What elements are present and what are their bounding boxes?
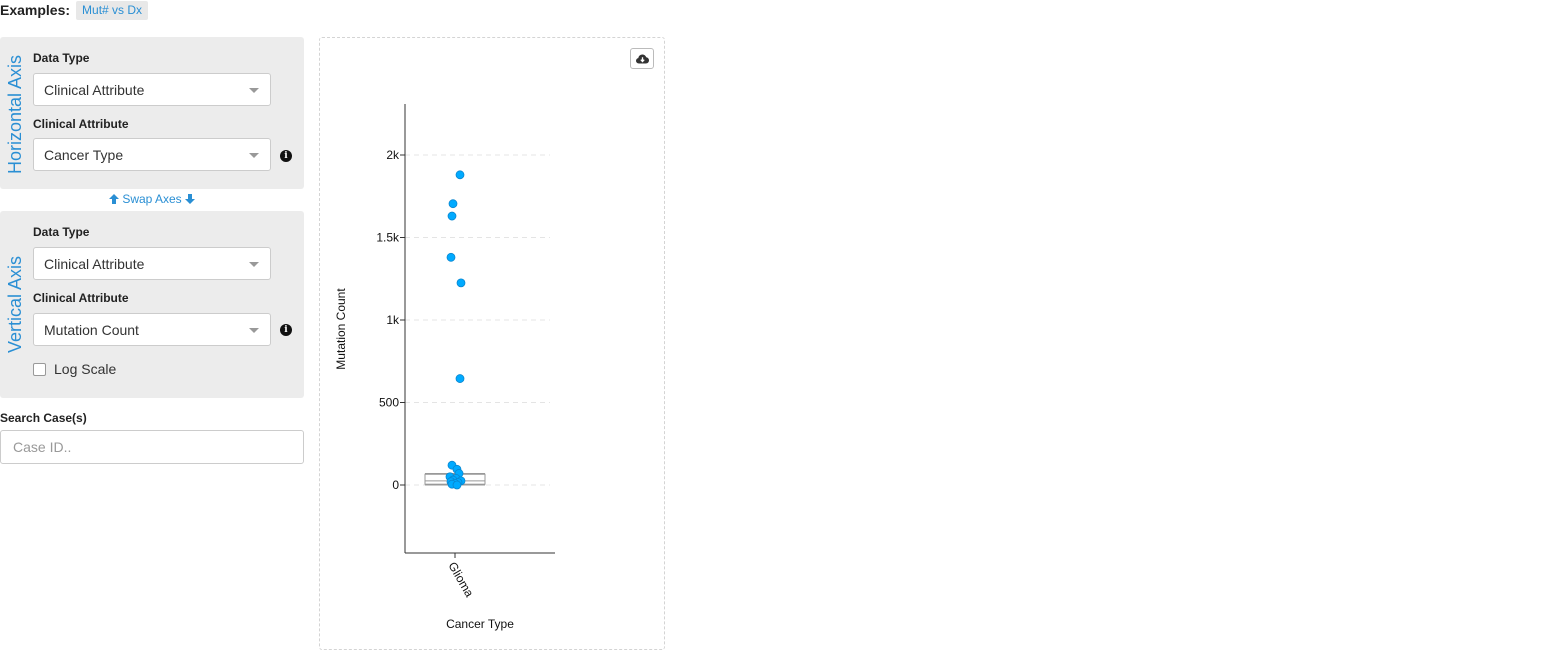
data-point — [455, 374, 465, 383]
data-point — [448, 199, 458, 209]
y-tick-label: 1.5k — [376, 231, 400, 245]
swap-axes-label: Swap Axes — [122, 192, 182, 206]
plot-panel: 0 500 1k 1.5k 2k Glioma Cancer Type Mutation Co… — [319, 37, 665, 650]
horizontal-attribute-value: Cancer Type — [44, 147, 124, 163]
scatter-chart: 0 500 1k 1.5k 2k Glioma Cancer Type Mutation Co… — [334, 104, 555, 631]
chevron-down-icon — [249, 153, 259, 158]
vertical-attribute-select[interactable]: Mutation Count — [33, 313, 271, 346]
examples-label: Examples: — [0, 2, 71, 18]
vertical-data-type-select[interactable]: Clinical Attribute — [33, 247, 271, 280]
example-tag-mut-vs-dx[interactable]: Mut# vs Dx — [76, 0, 149, 20]
data-point — [452, 480, 462, 490]
vertical-attribute-value: Mutation Count — [44, 322, 139, 338]
data-point — [456, 278, 466, 288]
x-axis-label: Cancer Type — [446, 617, 514, 631]
chevron-down-icon — [249, 328, 259, 333]
horizontal-axis-title: Horizontal Axis — [5, 54, 25, 174]
search-cases-label: Search Case(s) — [0, 411, 87, 425]
horizontal-axis-panel: Horizontal Axis Data Type Clinical Attri… — [0, 37, 304, 189]
vertical-axis-panel: Vertical Axis Data Type Clinical Attribu… — [0, 211, 304, 398]
vertical-attribute-label: Clinical Attribute — [33, 291, 129, 305]
data-point — [455, 170, 465, 180]
examples-row: Examples: Mut# vs Dx — [0, 0, 149, 20]
swap-axes-button[interactable]: Swap Axes — [0, 192, 304, 206]
horizontal-data-type-label: Data Type — [33, 51, 90, 65]
vertical-data-type-value: Clinical Attribute — [44, 256, 145, 272]
log-scale-row: Log Scale — [33, 361, 116, 377]
info-icon[interactable]: i — [280, 324, 292, 336]
y-tick-label: 500 — [379, 396, 399, 410]
horizontal-attribute-label: Clinical Attribute — [33, 117, 129, 131]
arrow-up-icon — [108, 194, 119, 204]
y-axis-label: Mutation Count — [334, 288, 348, 370]
y-tick-label: 1k — [386, 313, 400, 327]
y-tick-label: 0 — [392, 478, 399, 492]
data-point — [447, 211, 457, 221]
horizontal-data-type-value: Clinical Attribute — [44, 82, 145, 98]
arrow-down-icon — [185, 194, 196, 204]
download-button[interactable] — [630, 48, 654, 69]
info-icon[interactable]: i — [280, 150, 292, 162]
log-scale-checkbox[interactable] — [33, 362, 46, 376]
horizontal-data-type-select[interactable]: Clinical Attribute — [33, 73, 271, 106]
chevron-down-icon — [249, 262, 259, 267]
case-search-input[interactable] — [0, 430, 304, 464]
horizontal-attribute-select[interactable]: Cancer Type — [33, 138, 271, 171]
x-tick-label: Glioma — [445, 560, 476, 600]
vertical-axis-title: Vertical Axis — [5, 255, 25, 353]
log-scale-label: Log Scale — [54, 361, 117, 377]
chevron-down-icon — [249, 88, 259, 93]
y-tick-label: 2k — [386, 148, 400, 162]
cloud-download-icon — [635, 54, 649, 63]
vertical-data-type-label: Data Type — [33, 225, 90, 239]
data-point — [446, 252, 456, 262]
